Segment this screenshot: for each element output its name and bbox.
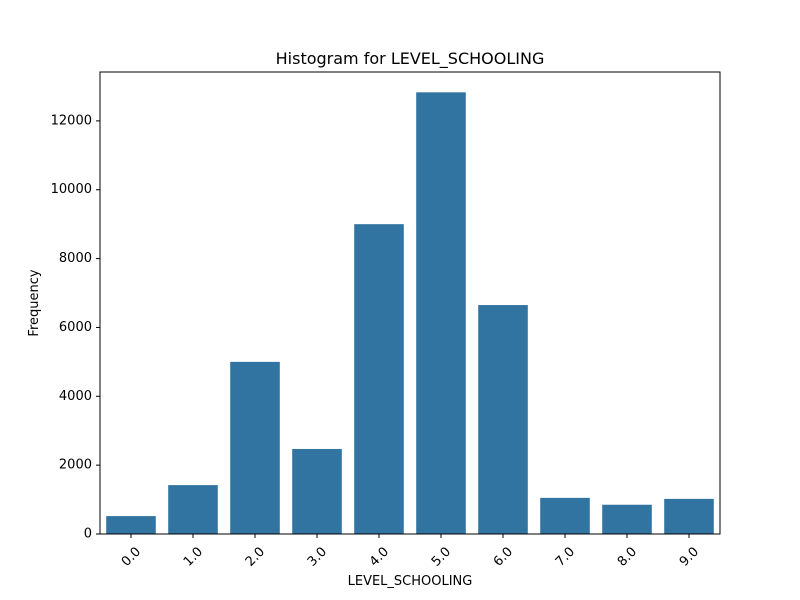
chart-title: Histogram for LEVEL_SCHOOLING (276, 49, 545, 69)
plot-frame (99, 71, 721, 535)
x-tick-label: 6.0 (491, 544, 516, 569)
y-axis-label: Frequency (27, 269, 42, 336)
x-tick-label: 9.0 (677, 544, 702, 569)
bar-1.0 (168, 485, 218, 534)
bar-4.0 (354, 224, 404, 534)
y-axis-ticks: 0 2000 4000 6000 8000 10000 12000 (51, 113, 100, 542)
bar-2.0 (230, 361, 280, 534)
x-tick-label: 4.0 (367, 544, 392, 569)
bar-9.0 (664, 498, 714, 534)
bar-6.0 (478, 305, 528, 534)
x-tick-label: 1.0 (181, 544, 206, 569)
y-tick-label: 6000 (59, 320, 92, 335)
x-tick-label: 3.0 (305, 544, 330, 569)
bar-8.0 (602, 504, 652, 534)
bar-3.0 (292, 448, 342, 534)
y-tick-label: 4000 (59, 389, 92, 404)
y-tick-label: 2000 (59, 458, 92, 473)
y-tick-label: 0 (84, 527, 92, 542)
y-tick-label: 12000 (51, 113, 92, 128)
x-axis-label: LEVEL_SCHOOLING (348, 574, 473, 589)
x-axis-ticks: 0.0 1.0 2.0 3.0 4.0 5.0 6.0 7.0 8.0 9.0 (119, 534, 702, 570)
bar-5.0 (416, 92, 466, 535)
x-tick-label: 7.0 (553, 544, 578, 569)
x-tick-label: 2.0 (243, 544, 268, 569)
x-tick-label: 8.0 (615, 544, 640, 569)
y-tick-label: 10000 (51, 182, 92, 197)
y-tick-label: 8000 (59, 251, 92, 266)
bar-7.0 (540, 497, 590, 534)
x-tick-label: 5.0 (429, 544, 454, 569)
x-tick-label: 0.0 (119, 544, 144, 569)
bars-group (106, 92, 714, 535)
bar-0.0 (106, 516, 156, 534)
